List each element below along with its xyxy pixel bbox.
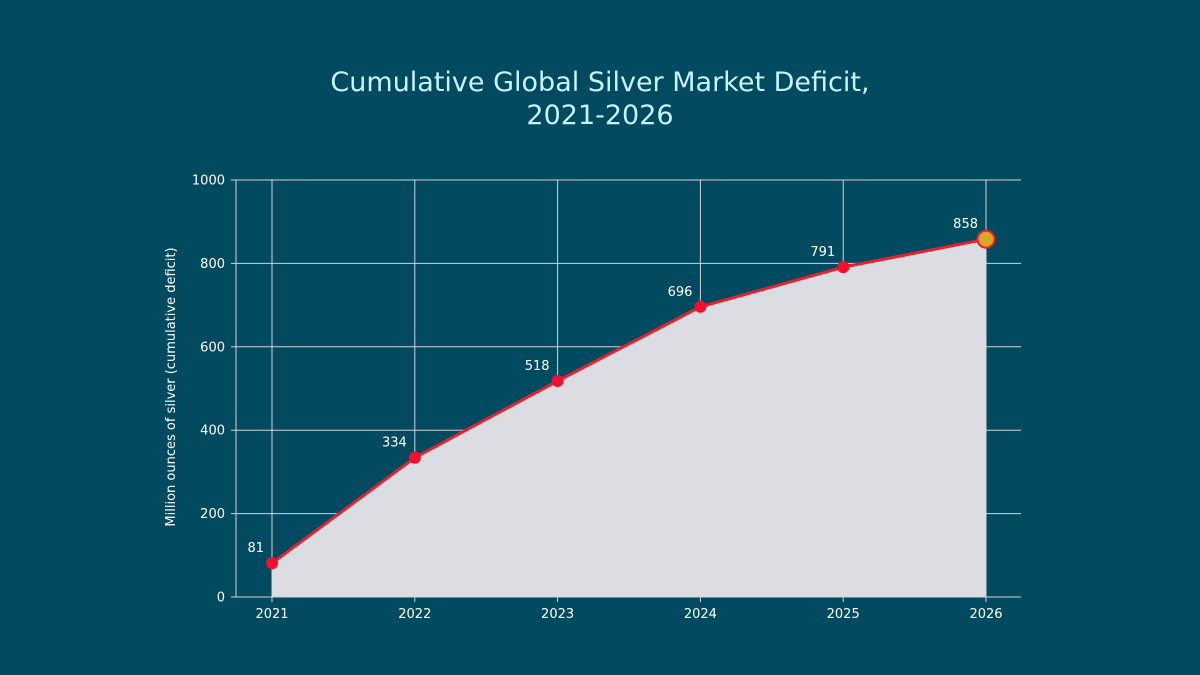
x-tick-label-2022: 2022 xyxy=(398,607,431,622)
data-point-highlight-2026 xyxy=(976,229,996,249)
y-tick-label-800: 800 xyxy=(200,257,225,272)
data-points xyxy=(266,229,996,570)
x-tick-label-2024: 2024 xyxy=(684,607,717,622)
chart-title-line-1: Cumulative Global Silver Market Deficit, xyxy=(330,67,870,98)
data-label-2025: 791 xyxy=(810,245,835,260)
y-tick-label-400: 400 xyxy=(200,424,225,439)
data-point-2024 xyxy=(694,300,707,313)
y-tick-label-600: 600 xyxy=(200,340,225,355)
y-axis-label: Million ounces of silver (cumulative def… xyxy=(164,247,179,526)
axes xyxy=(231,179,1021,602)
x-tick-label-2021: 2021 xyxy=(255,607,288,622)
data-point-2022 xyxy=(408,451,421,464)
data-labels: 81 334 518 696 791 858 xyxy=(247,217,978,556)
chart-title: Cumulative Global Silver Market Deficit,… xyxy=(0,66,1200,132)
data-point-2025 xyxy=(837,261,850,274)
data-label-2022: 334 xyxy=(382,436,407,451)
data-point-2021 xyxy=(266,557,278,570)
data-label-2021: 81 xyxy=(247,541,264,556)
y-tick-label-0: 0 xyxy=(217,591,225,606)
x-tick-label-2026: 2026 xyxy=(969,607,1002,622)
x-tick-label-2023: 2023 xyxy=(541,607,574,622)
data-point-2023 xyxy=(551,374,564,387)
y-tick-label-1000: 1000 xyxy=(192,174,225,189)
area-fill xyxy=(272,239,986,598)
y-tick-label-200: 200 xyxy=(200,507,225,522)
x-tick-label-2025: 2025 xyxy=(827,607,860,622)
series-line xyxy=(271,237,987,565)
data-label-2023: 518 xyxy=(525,359,550,374)
chart-title-line-2: 2021-2026 xyxy=(526,100,674,131)
data-label-2024: 696 xyxy=(668,285,693,300)
data-label-2026: 858 xyxy=(953,217,978,232)
tick-labels: 0 200 400 600 800 1000 2021 2022 2023 2024 2025 202… xyxy=(192,174,1003,623)
